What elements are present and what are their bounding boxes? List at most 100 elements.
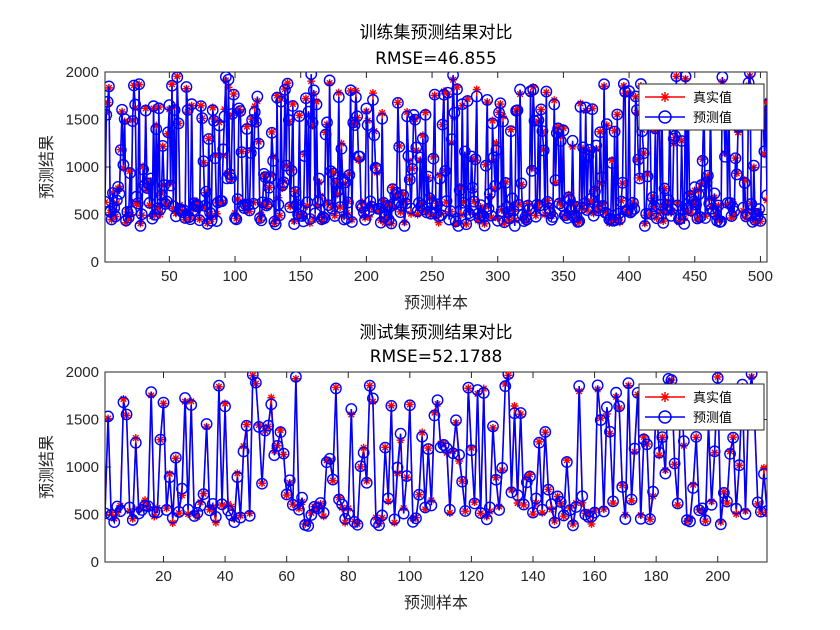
pred-marker	[369, 161, 382, 174]
true-marker	[479, 384, 488, 393]
pred-marker	[431, 394, 444, 407]
pred-marker	[696, 154, 709, 167]
pred-marker	[542, 483, 555, 496]
pred-marker	[589, 185, 601, 198]
true-marker	[242, 122, 251, 131]
pred-marker	[331, 185, 344, 198]
pred-marker	[357, 446, 370, 459]
pred-marker	[687, 482, 700, 494]
pred-marker	[524, 85, 537, 98]
pred-marker	[582, 150, 595, 162]
pred-marker	[591, 379, 604, 392]
pred-marker	[194, 100, 207, 113]
pred-marker	[604, 425, 616, 438]
pred-marker	[506, 192, 519, 205]
true-marker	[403, 107, 412, 116]
pred-marker	[264, 171, 277, 183]
pred-marker	[638, 219, 651, 232]
pred-marker	[679, 72, 692, 83]
pred-marker	[422, 170, 435, 183]
true-marker	[596, 127, 605, 136]
true-marker	[275, 211, 284, 220]
true-marker	[267, 393, 276, 402]
true-marker	[500, 219, 509, 228]
pred-marker	[391, 461, 404, 474]
pred-marker	[279, 83, 291, 96]
pred-marker	[240, 123, 253, 135]
pred-marker	[243, 509, 256, 522]
pred-marker	[637, 147, 650, 160]
true-marker	[418, 428, 427, 437]
pred-marker	[203, 504, 216, 517]
pred-marker	[296, 491, 308, 504]
pred-marker	[271, 440, 284, 452]
true-marker	[291, 187, 300, 196]
true-marker	[713, 372, 722, 381]
pred-marker	[678, 218, 691, 230]
pred-marker	[658, 182, 671, 195]
pred-marker	[302, 520, 315, 532]
pred-marker	[600, 401, 613, 414]
pred-marker	[150, 123, 163, 135]
pred-marker	[120, 408, 133, 421]
legend-marker-asterisk-icon	[660, 92, 670, 102]
true-marker	[389, 203, 398, 212]
true-marker	[491, 184, 500, 193]
pred-marker	[480, 513, 493, 526]
legend-label-2: 预测值	[693, 410, 732, 426]
pred-marker	[185, 98, 198, 111]
true-marker	[506, 125, 515, 134]
legend-label-1: 真实值	[693, 390, 732, 406]
pred-marker	[453, 184, 466, 197]
pred-marker	[361, 119, 374, 132]
pred-marker	[234, 105, 247, 117]
pred-marker	[126, 514, 139, 526]
pred-marker	[508, 407, 521, 420]
true-marker	[381, 443, 390, 452]
true-marker	[267, 127, 276, 136]
pred-marker	[400, 470, 413, 482]
pred-marker	[332, 91, 345, 103]
true-marker	[562, 456, 571, 465]
true-marker	[399, 190, 408, 199]
chart-subtitle: RMSE=52.1788	[370, 347, 503, 367]
true-marker	[221, 399, 230, 408]
true-marker	[177, 491, 186, 500]
pred-marker	[422, 443, 435, 455]
pred-marker	[240, 419, 253, 432]
pred-marker	[437, 439, 450, 451]
pred-marker	[508, 219, 521, 232]
pred-marker	[739, 508, 752, 520]
pred-marker	[368, 129, 381, 142]
pred-marker	[436, 118, 449, 131]
pred-marker	[197, 155, 210, 168]
pred-marker	[345, 403, 358, 415]
true-marker	[609, 499, 618, 508]
pred-marker	[450, 414, 462, 427]
pred-marker	[557, 124, 570, 137]
pred-marker	[440, 195, 453, 208]
pred-marker	[539, 426, 552, 438]
pred-marker	[453, 448, 465, 461]
x-tick-label: 500	[748, 268, 773, 285]
true-marker	[701, 517, 710, 526]
pred-marker	[427, 152, 440, 165]
pred-marker	[512, 199, 525, 211]
pred-marker	[590, 139, 603, 152]
pred-marker	[305, 509, 318, 521]
pred-marker	[469, 153, 482, 166]
pred-marker	[541, 195, 554, 208]
pred-marker	[468, 195, 480, 208]
pred-marker	[325, 165, 337, 178]
y-axis-label: 预测结果	[37, 135, 56, 199]
pred-marker	[754, 215, 767, 227]
true-marker	[242, 420, 251, 429]
x-tick-label: 200	[354, 268, 379, 285]
pred-marker	[376, 509, 389, 522]
pred-marker	[277, 447, 290, 460]
pred-marker	[502, 206, 515, 218]
pred-marker	[384, 200, 396, 213]
pred-marker	[670, 72, 683, 83]
pred-marker	[185, 399, 198, 411]
